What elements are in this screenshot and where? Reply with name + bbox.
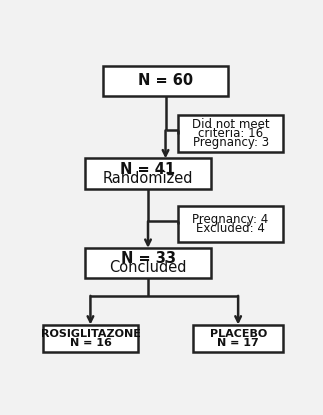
Text: Pregnancy: 4: Pregnancy: 4 — [193, 213, 269, 226]
Text: N = 16: N = 16 — [69, 338, 111, 348]
FancyBboxPatch shape — [178, 115, 283, 152]
Text: PLACEBO: PLACEBO — [210, 329, 267, 339]
Text: N = 33: N = 33 — [120, 251, 175, 266]
Text: N = 17: N = 17 — [217, 338, 259, 348]
FancyBboxPatch shape — [85, 248, 211, 278]
Text: Randomized: Randomized — [103, 171, 193, 186]
Text: N = 60: N = 60 — [138, 73, 193, 88]
FancyBboxPatch shape — [85, 159, 211, 189]
Text: N = 41: N = 41 — [120, 162, 176, 177]
FancyBboxPatch shape — [43, 325, 138, 352]
Text: Pregnancy: 3: Pregnancy: 3 — [193, 136, 269, 149]
FancyBboxPatch shape — [103, 66, 228, 96]
FancyBboxPatch shape — [193, 325, 283, 352]
Text: Concluded: Concluded — [109, 260, 187, 275]
Text: ROSIGLITAZONE: ROSIGLITAZONE — [40, 329, 141, 339]
FancyBboxPatch shape — [178, 206, 283, 242]
Text: criteria: 16: criteria: 16 — [198, 127, 263, 140]
Text: Did not meet: Did not meet — [192, 118, 269, 131]
Text: Excluded: 4: Excluded: 4 — [196, 222, 265, 235]
